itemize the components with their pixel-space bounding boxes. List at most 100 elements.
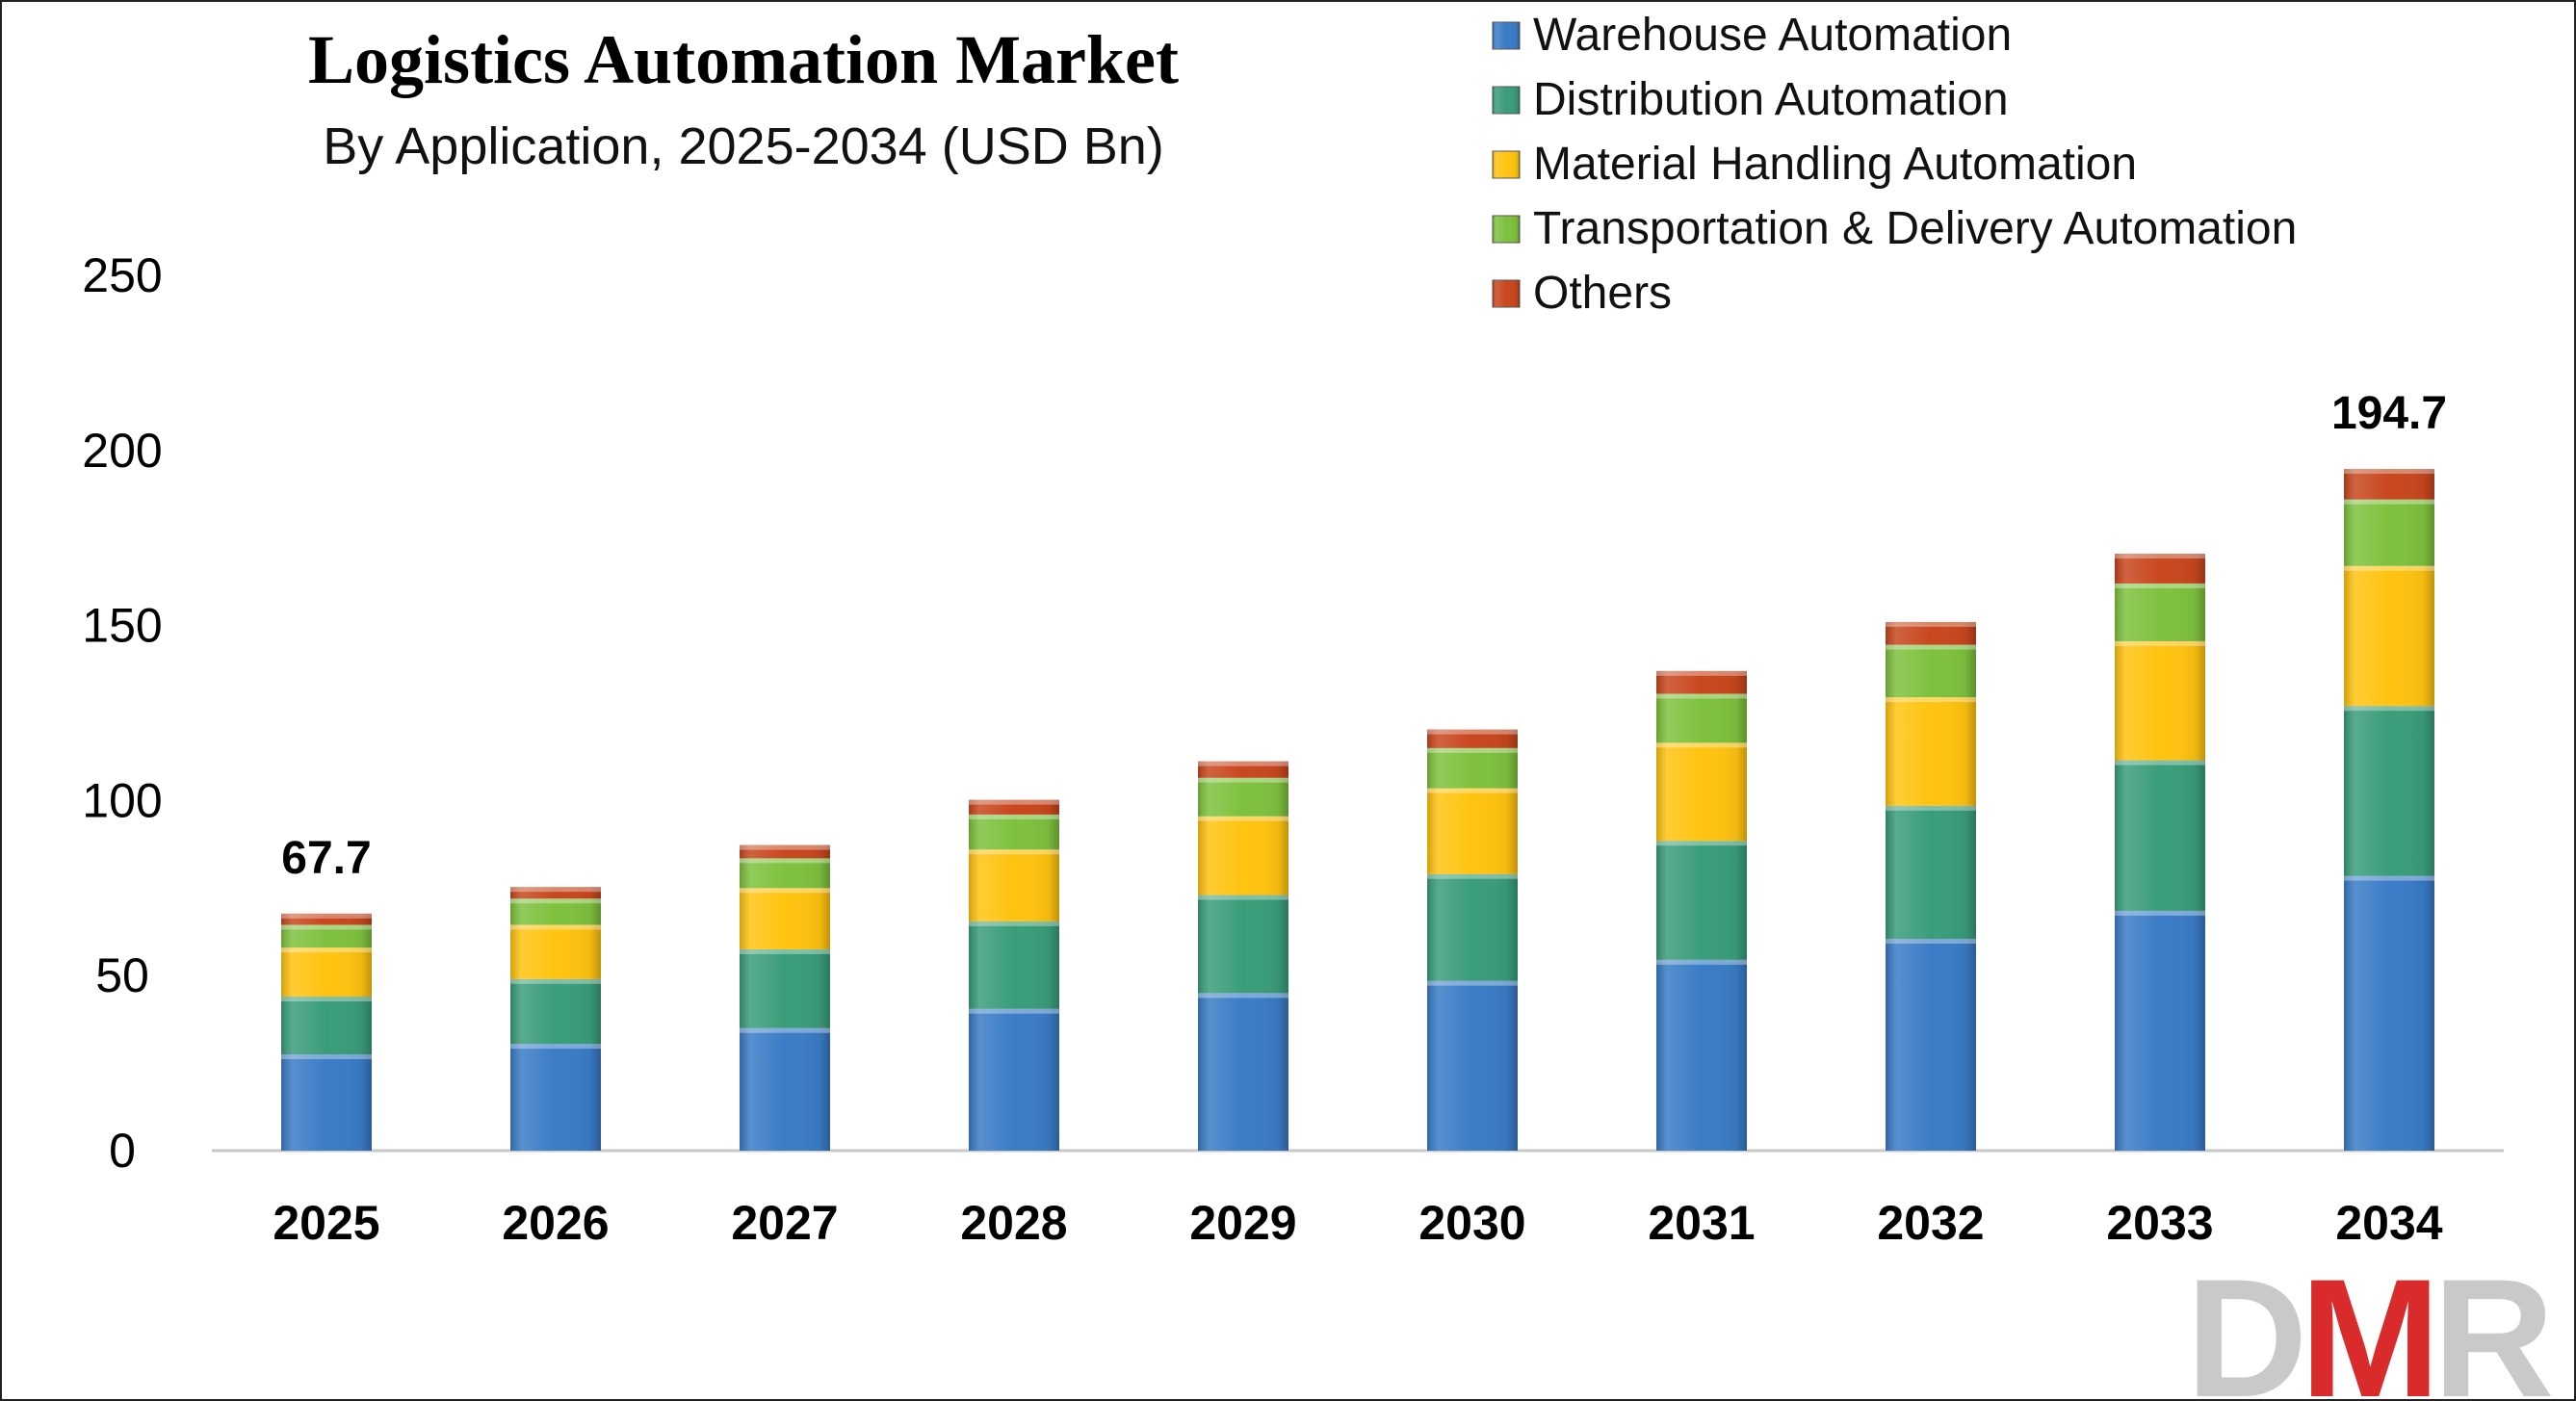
bar-stack-2030	[1427, 729, 1518, 1151]
bar-stack-2034	[2344, 469, 2434, 1151]
bar-segment-shade	[1656, 841, 1747, 960]
bar-segment-shade	[1427, 788, 1518, 874]
bar-segment-shade	[1198, 761, 1288, 778]
bar-segment-shade	[740, 858, 830, 889]
total-label: 67.7	[281, 833, 371, 884]
bar-segment-highlight	[1198, 895, 1288, 900]
bar-segment-shade	[1198, 816, 1288, 895]
bar-segment-shade	[510, 924, 601, 979]
bar-stack-2031	[1656, 670, 1747, 1151]
chart-subtitle: By Application, 2025-2034 (USD Bn)	[323, 117, 1164, 175]
x-tick-label: 2025	[273, 1196, 379, 1250]
bar-segment-shade	[281, 913, 372, 925]
bar-segment-shade	[2115, 583, 2205, 641]
bar-segment-shade	[510, 898, 601, 925]
bar-segment-highlight	[2344, 565, 2434, 571]
legend-label: Others	[1533, 268, 1672, 319]
chart-title: Logistics Automation Market	[308, 21, 1179, 98]
y-axis: 0 50 100 150 200 250	[82, 248, 162, 1178]
bar-segment-shade	[1427, 747, 1518, 789]
y-tick-label: 0	[109, 1124, 136, 1178]
bar-segment-shade	[2344, 469, 2434, 500]
legend-label: Material Handling Automation	[1533, 139, 2137, 190]
bar-segment-shade	[1886, 621, 1976, 645]
bar-segment-shade	[1886, 805, 1976, 940]
bar-segment-shade	[281, 1054, 372, 1151]
legend-swatch-shade	[1493, 280, 1520, 307]
bar-segment-shade	[2344, 875, 2434, 1151]
bar-segment-shade	[969, 1008, 1059, 1151]
bar-segment-highlight	[2115, 583, 2205, 588]
bar-segment-highlight	[740, 844, 830, 850]
bar-segment-highlight	[969, 799, 1059, 805]
legend-swatch-shade	[1493, 151, 1520, 178]
bar-segment-highlight	[281, 924, 372, 930]
legend-item: Distribution Automation	[1492, 74, 2009, 125]
x-tick-label: 2028	[960, 1196, 1067, 1250]
bar-stacks	[281, 469, 2434, 1151]
y-tick-label: 150	[82, 599, 162, 653]
bar-segment-shade	[1886, 939, 1976, 1151]
legend-label: Warehouse Automation	[1533, 10, 2012, 61]
bar-segment-highlight	[1886, 939, 1976, 945]
bar-segment-highlight	[281, 947, 372, 953]
bar-stack-2027	[740, 844, 830, 1151]
legend-swatch-shade	[1493, 22, 1520, 49]
bar-segment-shade	[281, 997, 372, 1055]
bar-segment-highlight	[510, 1044, 601, 1050]
legend: Warehouse Automation Distribution Automat…	[1492, 10, 2297, 319]
bar-segment-shade	[2115, 640, 2205, 761]
bar-segment-highlight	[740, 888, 830, 894]
legend-swatch-shade	[1493, 216, 1520, 243]
bar-segment-shade	[969, 849, 1059, 921]
x-axis: 2025 2026 2027 2028 2029 2030 2031 2032 2033 2034	[273, 1196, 2442, 1250]
bar-segment-highlight	[1656, 670, 1747, 676]
bar-segment-shade	[1427, 873, 1518, 981]
legend-label: Distribution Automation	[1533, 74, 2009, 125]
bar-segment-shade	[2115, 910, 2205, 1151]
bar-segment-shade	[281, 924, 372, 948]
bar-segment-highlight	[2115, 554, 2205, 559]
bar-segment-highlight	[1427, 788, 1518, 793]
bar-stack-2032	[1886, 621, 1976, 1151]
bar-segment-shade	[510, 978, 601, 1045]
bar-segment-shade	[969, 814, 1059, 850]
x-tick-label: 2030	[1418, 1196, 1525, 1250]
x-tick-label: 2033	[2106, 1196, 2213, 1250]
bar-segment-shade	[2344, 565, 2434, 707]
bar-segment-shade	[1198, 993, 1288, 1151]
y-tick-label: 250	[82, 248, 162, 302]
bar-segment-highlight	[969, 814, 1059, 819]
bar-segment-highlight	[510, 924, 601, 930]
bar-segment-shade	[1656, 959, 1747, 1151]
bar-segment-shade	[510, 887, 601, 899]
bar-segment-highlight	[2344, 469, 2434, 475]
legend-item: Warehouse Automation	[1492, 10, 2012, 61]
bar-segment-highlight	[510, 978, 601, 984]
bar-segment-shade	[1656, 693, 1747, 743]
legend-item: Material Handling Automation	[1492, 139, 2137, 190]
dmr-logo: DMR	[2186, 1245, 2559, 1399]
y-tick-label: 100	[82, 773, 162, 827]
bar-stack-2026	[510, 887, 601, 1151]
bar-stack-2025	[281, 913, 372, 1151]
bar-stack-2028	[969, 799, 1059, 1151]
legend-item: Transportation & Delivery Automation	[1492, 203, 2297, 254]
y-tick-label: 50	[95, 948, 149, 1002]
bar-segment-shade	[740, 888, 830, 949]
bar-segment-highlight	[2344, 706, 2434, 712]
bar-segment-highlight	[1656, 959, 1747, 965]
bar-segment-highlight	[510, 898, 601, 904]
bar-segment-highlight	[969, 1008, 1059, 1014]
bar-segment-highlight	[740, 1027, 830, 1033]
bar-segment-highlight	[1886, 697, 1976, 703]
bar-segment-shade	[1198, 777, 1288, 817]
x-tick-label: 2027	[731, 1196, 838, 1250]
total-label: 194.7	[2331, 388, 2447, 439]
bar-segment-highlight	[1656, 693, 1747, 699]
legend-swatch-shade	[1493, 87, 1520, 114]
legend-label: Transportation & Delivery Automation	[1533, 203, 2297, 254]
bar-segment-shade	[740, 1027, 830, 1151]
bar-segment-shade	[1656, 670, 1747, 694]
